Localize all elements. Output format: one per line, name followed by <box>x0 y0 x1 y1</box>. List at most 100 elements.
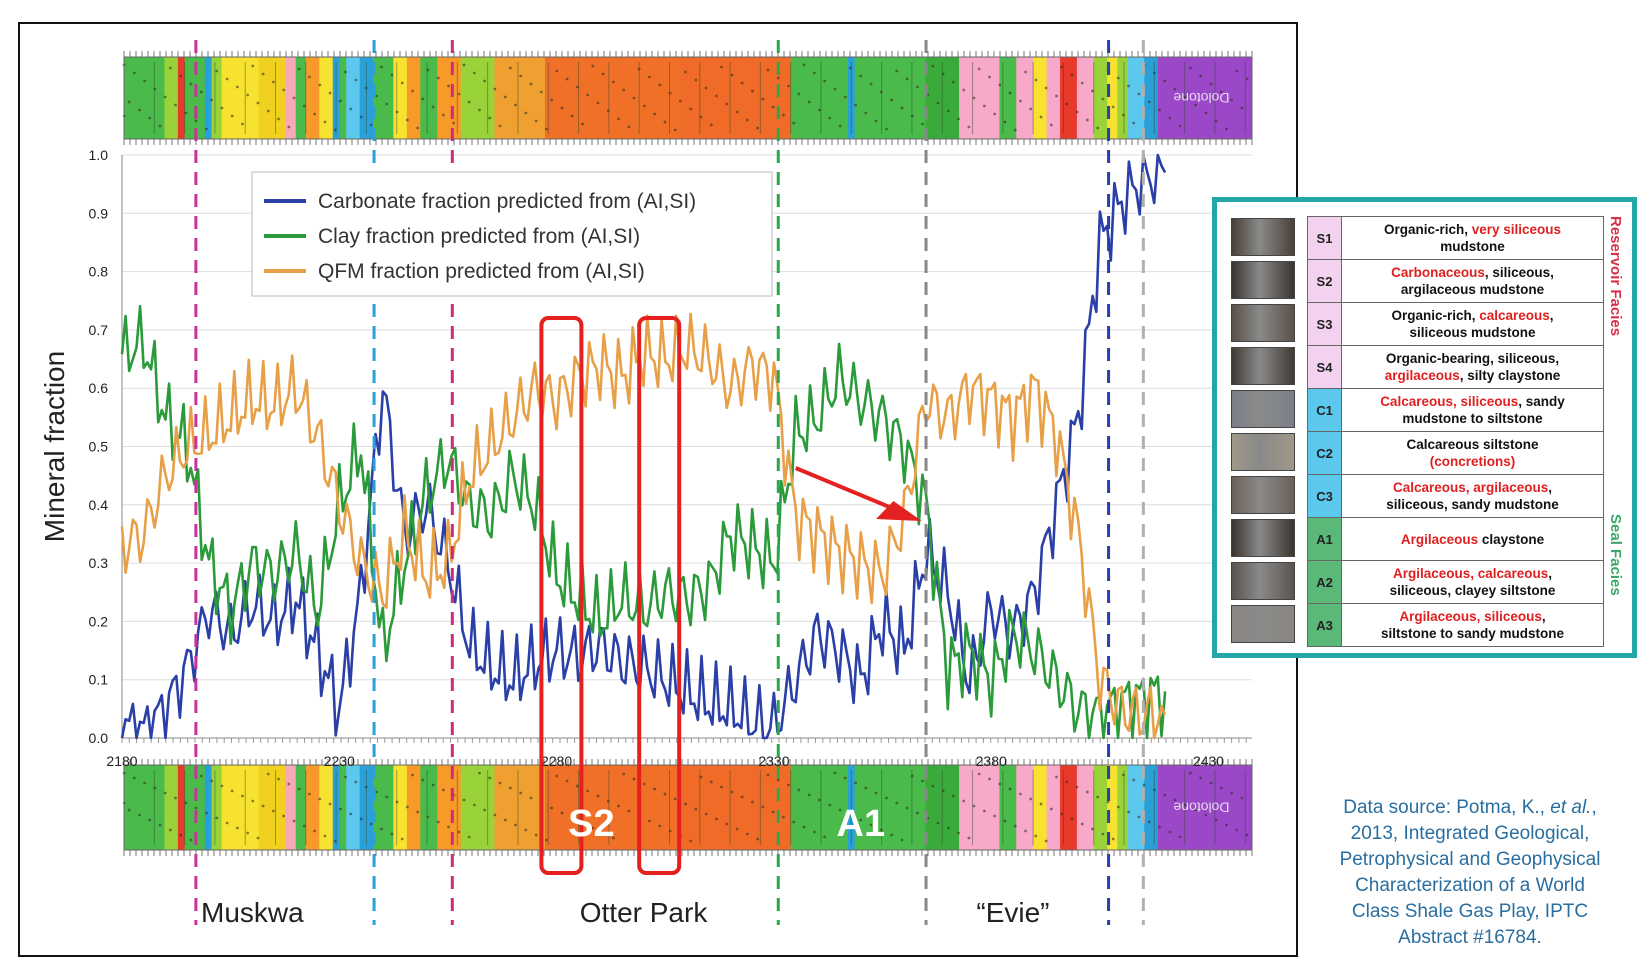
lithology-dot <box>364 785 368 789</box>
source-line-6: Abstract #16784. <box>1398 927 1542 948</box>
lithology-dot <box>921 122 924 126</box>
lithology-dot <box>375 790 378 794</box>
boundary-layer <box>194 40 1145 925</box>
lithology-dot <box>524 828 528 832</box>
lithology-band <box>339 57 347 139</box>
facies-text: , <box>1548 566 1553 581</box>
lithology-dot <box>952 794 955 798</box>
lithology-band <box>221 765 260 850</box>
lithology-dot <box>787 783 790 787</box>
core-photo <box>1231 562 1295 600</box>
lithology-dot <box>1055 94 1058 98</box>
facies-legend-panel: S1 Organic-rich, very siliceous mudstone S2… <box>1212 197 1637 658</box>
lithology-dot <box>318 83 322 87</box>
lithology-dot <box>163 95 167 99</box>
lithology-dot <box>184 801 188 805</box>
lithology-dot <box>333 839 337 843</box>
lithology-dot <box>606 799 610 803</box>
lithology-dot <box>586 93 590 97</box>
facies-description: Carbonaceous, siliceous, argilaceous muds… <box>1341 259 1604 303</box>
lithology-dot <box>148 818 152 822</box>
source-line-2: 2013, Integrated Geological, <box>1350 823 1590 844</box>
lithology-dot <box>328 802 332 806</box>
lithology-dot <box>900 838 904 842</box>
lithology-dot <box>220 106 224 110</box>
lithology-dot <box>787 84 790 88</box>
lithology-dot <box>1127 810 1130 814</box>
lithology-dot <box>833 771 837 775</box>
lithology-band <box>177 57 186 139</box>
facies-text: Organic-rich, <box>1383 222 1472 237</box>
lithology-band <box>124 57 165 139</box>
lithology-dot <box>1132 121 1136 125</box>
legend-entry: Clay fraction predicted from (AI,SI) <box>318 225 640 248</box>
lithology-dot <box>411 89 414 93</box>
lithology-band <box>420 57 438 139</box>
lithology-dot <box>854 781 857 785</box>
lithology-dot <box>1214 119 1218 123</box>
lithology-dot <box>606 109 610 113</box>
lithology-dot <box>802 825 806 829</box>
lithology-dot <box>1183 803 1187 807</box>
facies-description: Argilaceous, calcareous, siliceous, claye… <box>1341 560 1604 604</box>
facies-text: siliceous, sandy mudstone <box>1386 497 1559 512</box>
lithology-dot <box>972 96 976 100</box>
y-tick-label: 1.0 <box>89 147 109 163</box>
lithology-band <box>1117 765 1128 850</box>
lithology-dot <box>890 98 894 102</box>
lithology-band <box>1016 765 1034 850</box>
series-line-3 <box>120 312 1167 740</box>
lithology-band <box>332 765 340 850</box>
lithology-dot <box>668 91 672 95</box>
lithology-band <box>1144 765 1159 850</box>
lithology-band <box>420 765 438 850</box>
lithology-dot <box>1199 74 1203 78</box>
source-line-4: Characterization of a World <box>1355 875 1585 896</box>
lithology-dot <box>225 821 229 825</box>
lithology-dot <box>1183 95 1187 99</box>
lithology-dot <box>199 774 203 778</box>
facies-table: S1 Organic-rich, very siliceous mudstone S2… <box>1307 216 1604 647</box>
lithology-dot <box>905 77 909 81</box>
lithology-strip-top: Dolotone <box>122 51 1253 145</box>
lithology-band <box>184 57 206 139</box>
lithology-dot <box>812 830 816 834</box>
lithology-dot <box>1235 828 1239 832</box>
lithology-dot <box>375 94 378 98</box>
lithology-dot <box>539 90 543 94</box>
lithology-dot <box>622 772 626 776</box>
lithology-band <box>177 765 186 850</box>
strip-top-label: Dolotone <box>1173 90 1229 106</box>
reservoir-facies-label: Reservoir Facies <box>1607 216 1624 337</box>
lithology-dot <box>993 112 997 116</box>
lithology-dot <box>709 123 713 127</box>
lithology-dot <box>457 830 461 834</box>
lithology-dot <box>864 786 868 790</box>
lithology-dot <box>1055 775 1058 779</box>
lithology-band <box>1093 57 1108 139</box>
lithology-dot <box>1199 776 1203 780</box>
lithology-dot <box>1091 89 1094 93</box>
lithology-dot <box>715 94 718 98</box>
lithology-dot <box>251 64 255 68</box>
lithology-dot <box>344 775 347 779</box>
facies-text: argilaceous <box>1384 368 1460 383</box>
lithology-dot <box>235 85 239 89</box>
lithology-dot <box>127 100 131 104</box>
lithology-dot <box>936 821 940 825</box>
lithology-dot <box>648 819 651 823</box>
lithology-dot <box>596 794 600 798</box>
lithology-band <box>211 765 223 850</box>
lithology-dot <box>127 808 131 812</box>
lithology-dot <box>158 124 162 128</box>
facies-code: C3 <box>1307 474 1342 518</box>
lithology-dot <box>627 809 631 813</box>
lithology-dot <box>416 810 420 814</box>
lithology-dot <box>1209 82 1213 86</box>
lithology-dot <box>261 804 265 808</box>
lithology-dot <box>354 780 358 784</box>
lithology-dot <box>277 777 280 781</box>
lithology-dot <box>1013 824 1017 828</box>
lithology-dot <box>143 781 147 785</box>
lithology-dot <box>421 778 425 782</box>
